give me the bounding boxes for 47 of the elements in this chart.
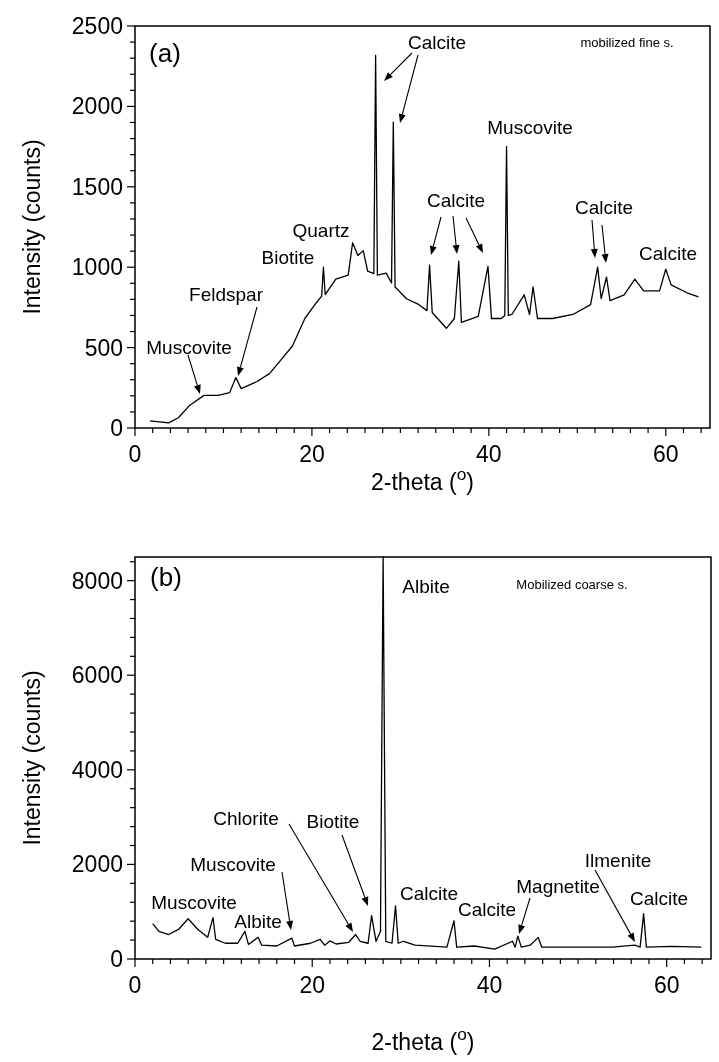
annotation: Albite xyxy=(234,910,282,932)
annotation: Calcite xyxy=(629,887,689,909)
x-tick-label: 0 xyxy=(128,972,142,998)
y-tick-label: 500 xyxy=(84,334,123,361)
annotation: Calcite xyxy=(426,189,486,211)
x-tick-label: 20 xyxy=(299,972,326,998)
annotation: (a) xyxy=(149,38,181,69)
annotation: Ilmenite xyxy=(584,849,652,871)
annotation: mobilized fine s. xyxy=(580,34,674,50)
x-axis-title: 2-theta ($^{o}$) xyxy=(371,1024,475,1055)
y-tick-label: 2000 xyxy=(71,93,123,120)
annotation: Muscovite xyxy=(190,853,276,875)
annotation: Calcite xyxy=(399,882,459,904)
y-tick-label: 2500 xyxy=(71,13,123,39)
annotation: Calcite xyxy=(574,196,634,218)
y-tick-label: 8000 xyxy=(71,567,123,594)
annotation: Muscovite xyxy=(146,336,232,358)
annotation: Biotite xyxy=(261,246,315,268)
x-tick-label: 40 xyxy=(476,972,503,998)
annotation: Muscovite xyxy=(151,891,237,913)
x-axis-title: 2-theta ($^{o}$) xyxy=(371,464,474,495)
annotation: Albite xyxy=(402,575,450,597)
y-tick-label: 0 xyxy=(110,946,123,972)
y-tick-label: 0 xyxy=(110,415,123,441)
x-tick-label: 20 xyxy=(299,441,325,467)
annotation: Magnetite xyxy=(516,875,600,897)
annotation: Biotite xyxy=(306,810,360,832)
annotation: (b) xyxy=(150,562,182,593)
y-tick-label: 1000 xyxy=(71,254,123,281)
y-axis-title: Intensity (counts) xyxy=(19,139,45,315)
x-tick-label: 60 xyxy=(653,972,680,998)
annotation: Chlorite xyxy=(213,807,279,829)
y-tick-label: 1500 xyxy=(71,173,123,200)
y-tick-label: 6000 xyxy=(71,662,123,689)
x-tick-label: 0 xyxy=(128,441,142,467)
annotation: Calcite xyxy=(407,31,467,53)
y-axis-title: Intensity (counts) xyxy=(19,670,45,846)
annotation: Calcite xyxy=(638,242,698,264)
annotation: Mobilized coarse s. xyxy=(516,576,628,592)
annotation: Muscovite xyxy=(487,116,573,138)
y-tick-label: 2000 xyxy=(71,851,123,878)
x-tick-label: 40 xyxy=(476,441,502,467)
annotation: Feldspar xyxy=(189,283,264,305)
x-tick-label: 60 xyxy=(652,441,679,467)
annotation: Quartz xyxy=(292,219,350,241)
annotation: Calcite xyxy=(457,898,517,920)
y-tick-label: 4000 xyxy=(71,756,123,783)
